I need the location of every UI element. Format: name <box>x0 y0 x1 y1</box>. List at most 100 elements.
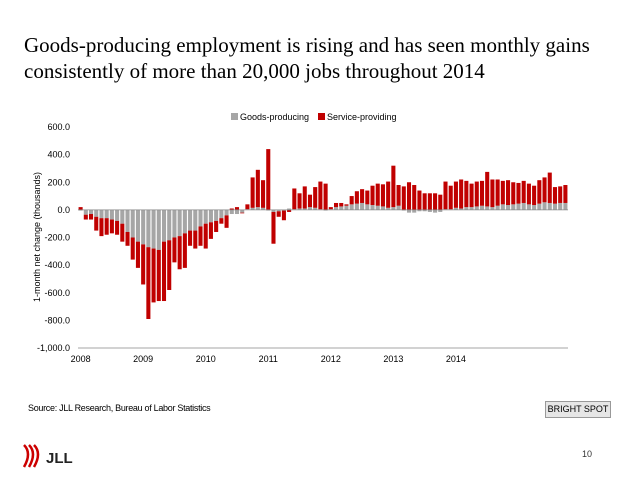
bar-goods-producing <box>469 207 474 210</box>
y-tick-label: 0.0 <box>57 205 70 215</box>
bar-goods-producing <box>271 209 276 212</box>
bar-service-providing <box>307 194 313 208</box>
bar-goods-producing <box>307 207 313 210</box>
bar-service-providing <box>375 183 380 206</box>
bar-goods-producing <box>438 209 443 212</box>
bar-service-providing <box>537 180 542 204</box>
bar-service-providing <box>427 193 432 210</box>
bar-goods-producing <box>141 209 146 245</box>
bar-goods-producing <box>521 202 526 210</box>
bar-service-providing <box>219 218 224 224</box>
legend-swatch-services <box>318 113 325 120</box>
bar-service-providing <box>120 223 125 242</box>
x-axis: 2008 2009 2010 2011 2012 2013 2014 <box>71 354 466 364</box>
bar-service-providing <box>360 189 365 203</box>
bar-goods-producing <box>224 209 229 216</box>
bar-goods-producing <box>412 209 417 213</box>
y-tick-label: 600.0 <box>47 122 70 132</box>
bar-goods-producing <box>109 209 114 220</box>
bar-service-providing <box>459 179 464 209</box>
bar-goods-producing <box>474 206 479 210</box>
legend-label-services: Service-providing <box>327 112 397 122</box>
bar-series <box>78 149 568 319</box>
bar-service-providing <box>490 179 495 208</box>
bar-goods-producing <box>391 207 396 210</box>
bar-service-providing <box>261 180 266 208</box>
bar-service-providing <box>344 204 349 206</box>
legend-label-goods: Goods-producing <box>240 112 309 122</box>
bar-goods-producing <box>281 209 286 211</box>
bar-goods-producing <box>552 203 558 210</box>
bar-goods-producing <box>214 209 219 221</box>
bar-service-providing <box>240 212 245 214</box>
bar-service-providing <box>214 220 219 232</box>
bar-service-providing <box>125 231 130 246</box>
bar-service-providing <box>115 220 120 235</box>
bar-goods-producing <box>219 209 224 219</box>
bar-goods-producing <box>360 202 365 210</box>
source-note: Source: JLL Research, Bureau of Labor St… <box>28 403 211 413</box>
bar-service-providing <box>208 222 213 239</box>
bar-service-providing <box>78 207 83 210</box>
bar-service-providing <box>438 194 443 210</box>
bar-service-providing <box>328 207 333 210</box>
bar-goods-producing <box>547 202 552 210</box>
bar-goods-producing <box>313 207 318 210</box>
bar-goods-producing <box>104 209 109 219</box>
bar-goods-producing <box>99 209 104 219</box>
x-tick-label: 2011 <box>259 354 278 364</box>
bar-goods-producing <box>203 209 208 224</box>
bar-goods-producing <box>401 209 406 211</box>
bar-goods-producing <box>516 203 521 210</box>
bar-goods-producing <box>130 209 135 238</box>
bar-goods-producing <box>396 205 401 210</box>
bar-service-providing <box>99 218 104 237</box>
bar-service-providing <box>83 214 88 220</box>
bar-service-providing <box>167 240 172 290</box>
bar-service-providing <box>349 196 354 205</box>
bright-spot-badge: BRIGHT SPOT <box>545 401 611 418</box>
bar-goods-producing <box>193 209 198 231</box>
bar-goods-producing <box>177 209 182 237</box>
y-axis: 600.0 400.0 200.0 0.0 -200.0 -400.0 -600.0 -800… <box>37 122 70 353</box>
bar-service-providing <box>365 190 370 205</box>
bar-goods-producing <box>417 209 422 212</box>
bar-goods-producing <box>459 208 464 210</box>
bar-service-providing <box>130 237 135 260</box>
bar-service-providing <box>521 180 526 203</box>
bar-service-providing <box>542 177 547 203</box>
bar-service-providing <box>188 230 193 246</box>
bar-service-providing <box>224 215 229 228</box>
bar-goods-producing <box>167 209 172 241</box>
bar-service-providing <box>198 226 203 246</box>
bar-service-providing <box>422 193 427 210</box>
bar-goods-producing <box>172 209 177 238</box>
bar-goods-producing <box>537 203 542 210</box>
bar-goods-producing <box>151 209 156 249</box>
bar-goods-producing <box>297 208 302 210</box>
bar-service-providing <box>146 247 151 319</box>
jll-logo: JLL <box>22 444 73 468</box>
bar-goods-producing <box>198 209 203 227</box>
bar-service-providing <box>156 249 161 302</box>
bar-goods-producing <box>558 202 563 210</box>
bar-service-providing <box>380 184 385 207</box>
x-tick-label: 2014 <box>446 354 466 364</box>
bar-goods-producing <box>276 209 281 212</box>
slide-headline: Goods-producing employment is rising and… <box>24 33 590 83</box>
x-tick-label: 2008 <box>71 354 91 364</box>
bar-service-providing <box>94 216 99 231</box>
bar-goods-producing <box>344 205 349 210</box>
bar-service-providing <box>558 186 563 203</box>
bar-goods-producing <box>115 209 120 221</box>
bar-service-providing <box>151 248 156 303</box>
x-tick-label: 2009 <box>133 354 153 364</box>
bar-service-providing <box>323 183 328 210</box>
x-tick-label: 2010 <box>196 354 216 364</box>
bar-goods-producing <box>490 207 495 210</box>
bar-goods-producing <box>433 209 438 213</box>
bar-service-providing <box>511 182 516 205</box>
bar-service-providing <box>396 185 401 206</box>
x-tick-label: 2013 <box>383 354 403 364</box>
bar-goods-producing <box>380 206 385 210</box>
